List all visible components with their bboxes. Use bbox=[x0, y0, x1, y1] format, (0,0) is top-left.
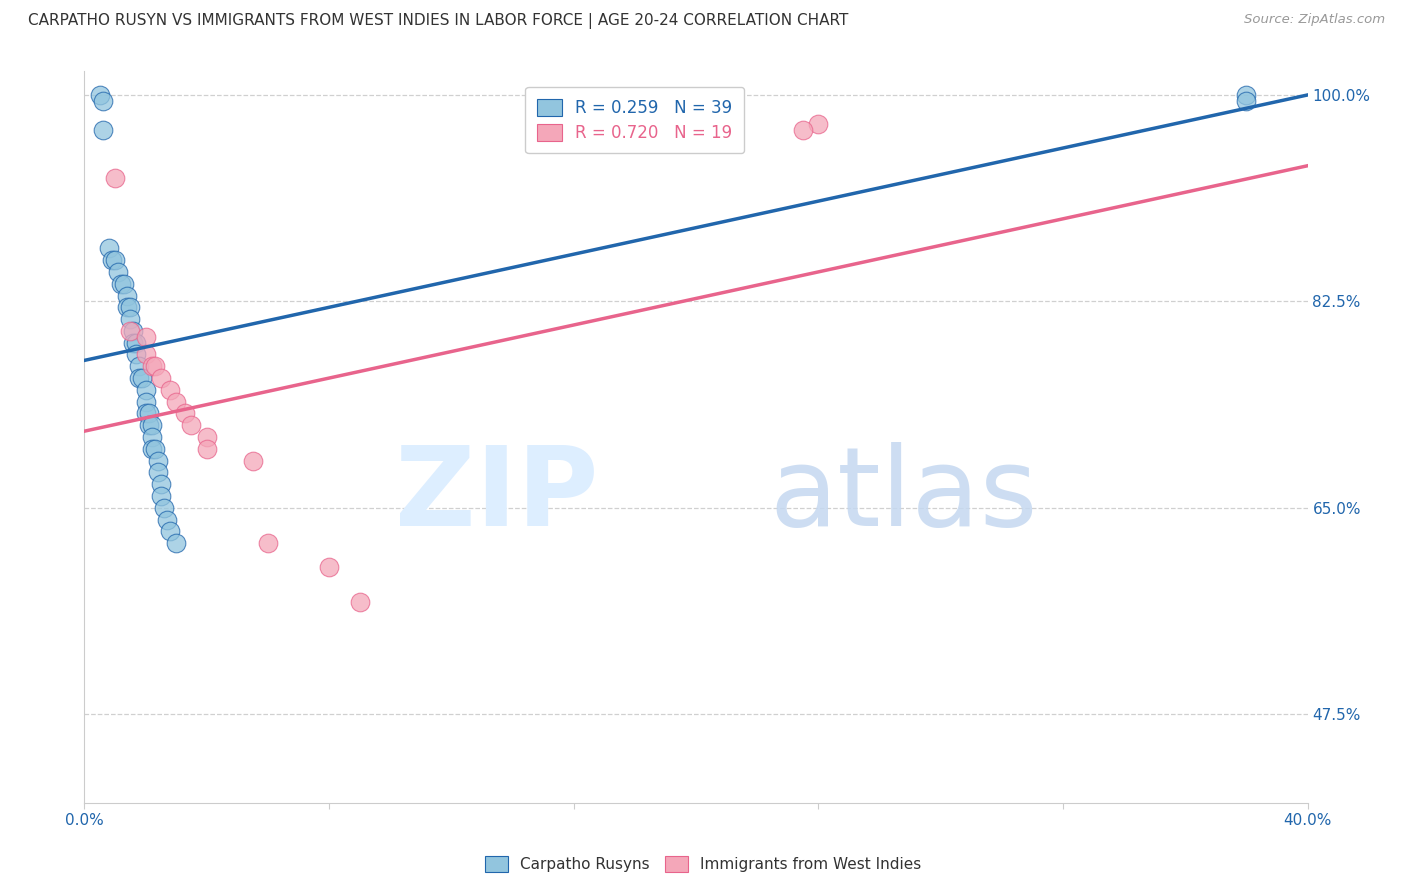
Point bbox=[242, 453, 264, 467]
Point bbox=[122, 335, 145, 350]
Point bbox=[1236, 94, 1258, 108]
Point bbox=[257, 536, 280, 550]
Point bbox=[146, 466, 169, 480]
Point bbox=[149, 489, 172, 503]
Point bbox=[135, 330, 157, 344]
Point bbox=[135, 394, 157, 409]
Point bbox=[91, 94, 114, 108]
Point bbox=[195, 430, 218, 444]
Point bbox=[120, 312, 142, 326]
Point bbox=[318, 559, 340, 574]
Point bbox=[149, 371, 172, 385]
Point bbox=[104, 170, 127, 185]
Point bbox=[143, 359, 166, 374]
Point bbox=[165, 394, 187, 409]
Point bbox=[125, 335, 148, 350]
Point bbox=[165, 536, 187, 550]
Text: ZIP: ZIP bbox=[395, 442, 598, 549]
Point bbox=[138, 418, 160, 433]
Point bbox=[141, 359, 163, 374]
Point bbox=[195, 442, 218, 456]
Point bbox=[138, 407, 160, 421]
Point bbox=[135, 383, 157, 397]
Point bbox=[153, 500, 176, 515]
Point bbox=[97, 241, 120, 255]
Legend: Carpatho Rusyns, Immigrants from West Indies: Carpatho Rusyns, Immigrants from West In… bbox=[477, 848, 929, 880]
Point bbox=[115, 301, 138, 315]
Point bbox=[110, 277, 132, 291]
Point bbox=[807, 118, 830, 132]
Point bbox=[112, 277, 135, 291]
Point bbox=[91, 123, 114, 137]
Point bbox=[174, 407, 197, 421]
Point bbox=[1236, 87, 1258, 102]
Point bbox=[107, 265, 129, 279]
Point bbox=[159, 524, 181, 539]
Point bbox=[101, 253, 124, 268]
Point bbox=[141, 418, 163, 433]
Point bbox=[143, 442, 166, 456]
Point bbox=[120, 324, 142, 338]
Point bbox=[149, 477, 172, 491]
Point bbox=[141, 442, 163, 456]
Point bbox=[89, 87, 111, 102]
Point bbox=[156, 513, 179, 527]
Point bbox=[115, 288, 138, 302]
Text: Source: ZipAtlas.com: Source: ZipAtlas.com bbox=[1244, 13, 1385, 27]
Text: CARPATHO RUSYN VS IMMIGRANTS FROM WEST INDIES IN LABOR FORCE | AGE 20-24 CORRELA: CARPATHO RUSYN VS IMMIGRANTS FROM WEST I… bbox=[28, 13, 848, 29]
Point bbox=[128, 359, 150, 374]
Legend: R = 0.259   N = 39, R = 0.720   N = 19: R = 0.259 N = 39, R = 0.720 N = 19 bbox=[526, 87, 744, 153]
Point bbox=[146, 453, 169, 467]
Point bbox=[349, 595, 371, 609]
Point bbox=[131, 371, 153, 385]
Point bbox=[792, 123, 814, 137]
Point bbox=[128, 371, 150, 385]
Point bbox=[159, 383, 181, 397]
Point bbox=[125, 347, 148, 361]
Point bbox=[122, 324, 145, 338]
Point bbox=[135, 407, 157, 421]
Point bbox=[141, 430, 163, 444]
Point bbox=[120, 301, 142, 315]
Point bbox=[104, 253, 127, 268]
Text: atlas: atlas bbox=[769, 442, 1038, 549]
Point bbox=[135, 347, 157, 361]
Point bbox=[180, 418, 202, 433]
